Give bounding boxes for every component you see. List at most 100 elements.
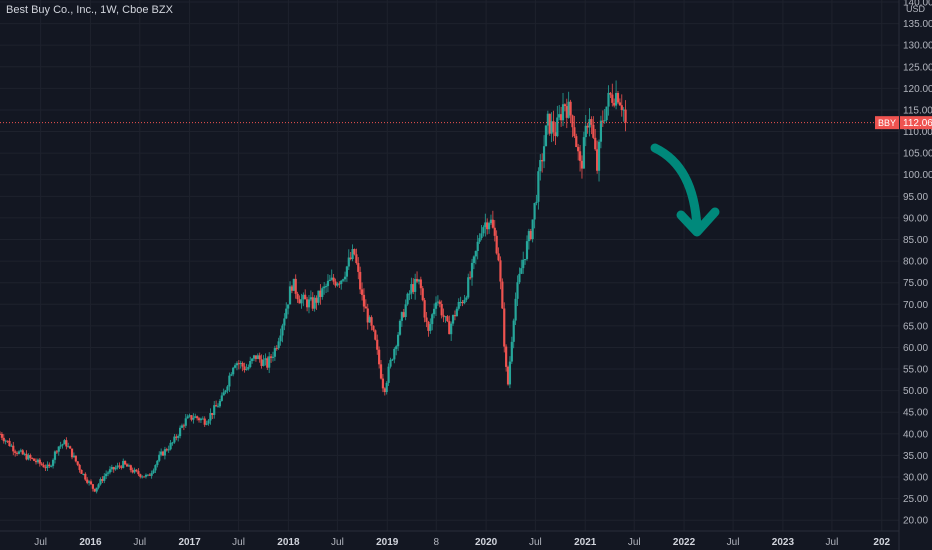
candle-body (273, 348, 276, 357)
candle-body (311, 297, 314, 309)
candle-body (245, 369, 248, 371)
candle-body (23, 453, 26, 455)
candle-body (87, 481, 91, 483)
candle-body (366, 308, 369, 323)
candle-body (597, 141, 601, 171)
candle-body (478, 238, 481, 242)
candle-body (215, 405, 218, 407)
candle-body (415, 278, 419, 282)
symbol-badge (875, 116, 899, 130)
candle-body (177, 436, 180, 438)
candle-body (256, 355, 259, 359)
candle-body (343, 276, 347, 280)
candle-body (499, 260, 502, 282)
time-axis[interactable]: Jul 2016 Jul 2017 Jul 2018 Jul 2019 8 2020 Jul 2021… (0, 530, 899, 548)
candle-body (103, 476, 106, 481)
candle-body (599, 120, 603, 142)
candle-body (249, 361, 252, 368)
candle-body (8, 440, 11, 447)
y-tick-label: 20.00 (903, 516, 928, 527)
candle-body (319, 290, 322, 297)
candle-body (448, 321, 451, 335)
y-tick-label: 80.00 (903, 257, 928, 268)
candle-body (594, 137, 597, 150)
candle-body (565, 106, 568, 118)
candle-body (307, 299, 311, 308)
x-tick-label: Jul (331, 537, 344, 548)
candle-body (205, 423, 208, 425)
candle-body (38, 459, 41, 464)
candle-body (512, 320, 515, 342)
candle-body (484, 222, 487, 228)
candle-body (590, 119, 593, 125)
x-tick-label: 2017 (178, 537, 201, 548)
candle-body (522, 259, 525, 269)
candle-body (152, 470, 155, 474)
price-axis[interactable]: 20.00 25.00 30.00 35.00 40.00 45.00 50.00 55.00… (898, 0, 932, 550)
candle-body (197, 418, 201, 421)
candle-body (76, 461, 79, 465)
x-tick-label: 2020 (475, 537, 498, 548)
candle-body (154, 465, 157, 471)
candle-body (80, 469, 83, 474)
candle-body (332, 277, 335, 282)
candle-body (93, 488, 96, 492)
candle-body (70, 448, 74, 458)
candle-body (584, 125, 587, 138)
candle-body (211, 413, 214, 415)
candle-body (309, 297, 312, 300)
candle-body (546, 113, 549, 126)
candle-body (235, 363, 239, 366)
candle-body (506, 366, 510, 385)
candle-body (582, 137, 585, 169)
candle-body (396, 334, 400, 347)
candle-body (95, 487, 98, 492)
candle-body (148, 474, 151, 476)
candle-body (541, 160, 544, 162)
candle-body (457, 301, 460, 309)
candle-body (218, 400, 221, 407)
candle-body (580, 160, 584, 169)
candle-body (207, 420, 210, 424)
candle-body (201, 418, 204, 420)
y-tick-label: 95.00 (903, 192, 928, 203)
candle-body (97, 484, 100, 488)
x-tick-label: Jul (34, 537, 47, 548)
candle-body (112, 467, 115, 470)
candle-body (27, 455, 30, 460)
candle-body (472, 256, 476, 263)
y-tick-label: 25.00 (903, 494, 928, 505)
candle-body (192, 417, 195, 420)
candle-body (560, 114, 563, 121)
candle-body (36, 459, 40, 463)
candle-body (616, 93, 620, 103)
candle-body (51, 459, 55, 466)
candle-body (72, 455, 76, 458)
y-tick-label: 40.00 (903, 429, 928, 440)
candle-body (379, 364, 383, 379)
candle-body (408, 293, 411, 295)
candle-body (129, 465, 132, 471)
candle-body (63, 440, 66, 445)
candle-body (451, 315, 455, 324)
candle-body (50, 465, 53, 467)
candle-body (91, 484, 94, 489)
y-tick-label: 65.00 (903, 321, 928, 332)
candle-body (353, 249, 356, 255)
candle-body (106, 472, 110, 474)
candle-body (42, 464, 45, 468)
candle-body (531, 219, 534, 240)
candle-body (84, 473, 87, 480)
candle-body (431, 314, 434, 325)
candle-body (290, 286, 294, 291)
candle-body (558, 114, 561, 118)
candle-body (406, 293, 409, 305)
y-tick-label: 55.00 (903, 365, 928, 376)
candle-body (614, 93, 618, 106)
candle-body (302, 294, 305, 300)
candle-body (158, 454, 161, 461)
x-tick-label: 2019 (376, 537, 399, 548)
candle-body (395, 346, 398, 349)
candle-body (163, 449, 167, 456)
